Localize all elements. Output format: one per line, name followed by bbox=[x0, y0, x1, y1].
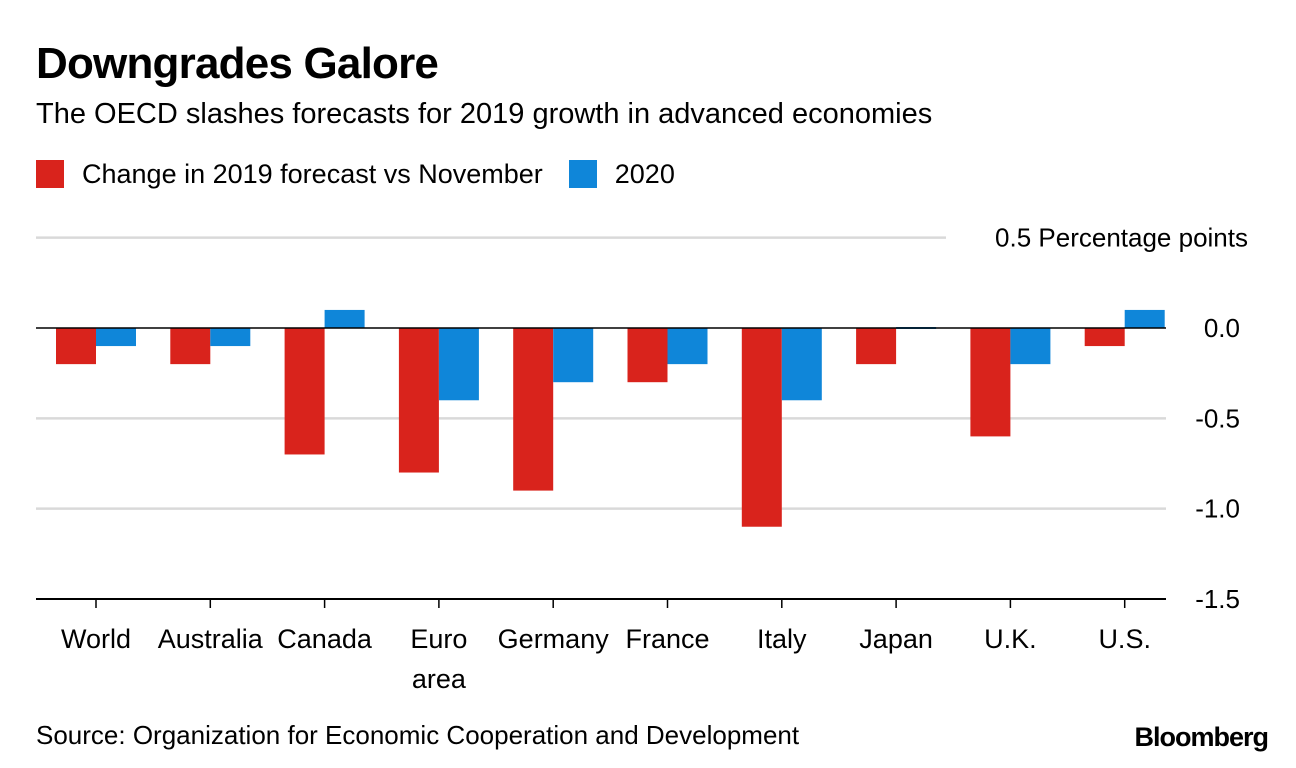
axes bbox=[36, 327, 1166, 608]
bar-2020 bbox=[781, 328, 822, 401]
legend-item-2019: Change in 2019 forecast vs November bbox=[36, 157, 543, 191]
legend-item-2020: 2020 bbox=[568, 157, 675, 191]
x-tick-label-line: U.K. bbox=[984, 624, 1037, 654]
y-axis-unit-label: 0.5 Percentage points bbox=[995, 223, 1248, 253]
bar-2019 bbox=[284, 328, 325, 455]
bloomberg-logo: Bloomberg bbox=[1134, 722, 1269, 752]
axis-labels: 0.5 Percentage points 0.0 -0.5 -1.0 -1.5 Worl… bbox=[61, 223, 1248, 694]
x-tick-label: France bbox=[625, 624, 709, 654]
bar-2019 bbox=[1084, 328, 1125, 347]
bar-2020 bbox=[96, 328, 136, 347]
x-tick-label-line: Italy bbox=[757, 624, 807, 654]
chart-title: Downgrades Galore bbox=[36, 39, 439, 88]
bar-2020 bbox=[1010, 328, 1051, 365]
bar-2020 bbox=[324, 309, 365, 328]
bar-2019 bbox=[56, 328, 96, 365]
bar-2019 bbox=[627, 328, 668, 383]
bar-2019 bbox=[856, 328, 897, 365]
legend-swatch-2020 bbox=[568, 160, 597, 188]
bar-2019 bbox=[513, 328, 554, 491]
x-tick-label: U.S. bbox=[1098, 624, 1151, 654]
x-tick-label: Euro area bbox=[410, 624, 467, 694]
bar-2020 bbox=[210, 328, 251, 347]
x-tick-label-line: Germany bbox=[498, 624, 610, 654]
source-note: Source: Organization for Economic Cooper… bbox=[36, 720, 800, 750]
y-tick-label: -1.0 bbox=[1195, 494, 1240, 524]
x-tick-label-line: area bbox=[412, 664, 467, 694]
x-tick-label-line: France bbox=[625, 624, 709, 654]
x-tick-label-line: World bbox=[61, 624, 131, 654]
bar-2019 bbox=[970, 328, 1011, 437]
bars bbox=[56, 309, 1165, 527]
x-tick-label-line: Australia bbox=[158, 624, 264, 654]
bar-2019 bbox=[170, 328, 211, 365]
y-tick-label: -0.5 bbox=[1195, 403, 1240, 433]
x-tick-label: Japan bbox=[859, 624, 933, 654]
bar-2019 bbox=[741, 328, 782, 527]
legend-label-2019: Change in 2019 forecast vs November bbox=[82, 159, 543, 189]
x-tick-label: Canada bbox=[277, 624, 373, 654]
chart-legend: Change in 2019 forecast vs November 2020 bbox=[36, 156, 701, 192]
bar-2020 bbox=[1124, 309, 1165, 328]
chart-subtitle: The OECD slashes forecasts for 2019 grow… bbox=[36, 98, 933, 130]
x-tick-label: U.K. bbox=[984, 624, 1037, 654]
bar-2019 bbox=[398, 328, 439, 473]
x-tick-label-line: Japan bbox=[859, 624, 933, 654]
legend-swatch-2019 bbox=[36, 160, 64, 188]
bar-2020 bbox=[438, 328, 479, 401]
bar-2020 bbox=[667, 328, 708, 365]
x-tick-label: Australia bbox=[158, 624, 264, 654]
x-tick-label-line: Canada bbox=[277, 624, 373, 654]
bar-2020 bbox=[553, 328, 594, 383]
x-tick-label-line: Euro bbox=[410, 624, 467, 654]
x-tick-label-line: U.S. bbox=[1098, 624, 1151, 654]
y-tick-label: -1.5 bbox=[1195, 584, 1240, 614]
y-tick-label: 0.0 bbox=[1204, 313, 1240, 343]
legend-label-2020: 2020 bbox=[614, 159, 675, 189]
x-tick-label: Germany bbox=[498, 624, 610, 654]
x-tick-label: Italy bbox=[757, 624, 807, 654]
x-tick-label: World bbox=[61, 624, 131, 654]
